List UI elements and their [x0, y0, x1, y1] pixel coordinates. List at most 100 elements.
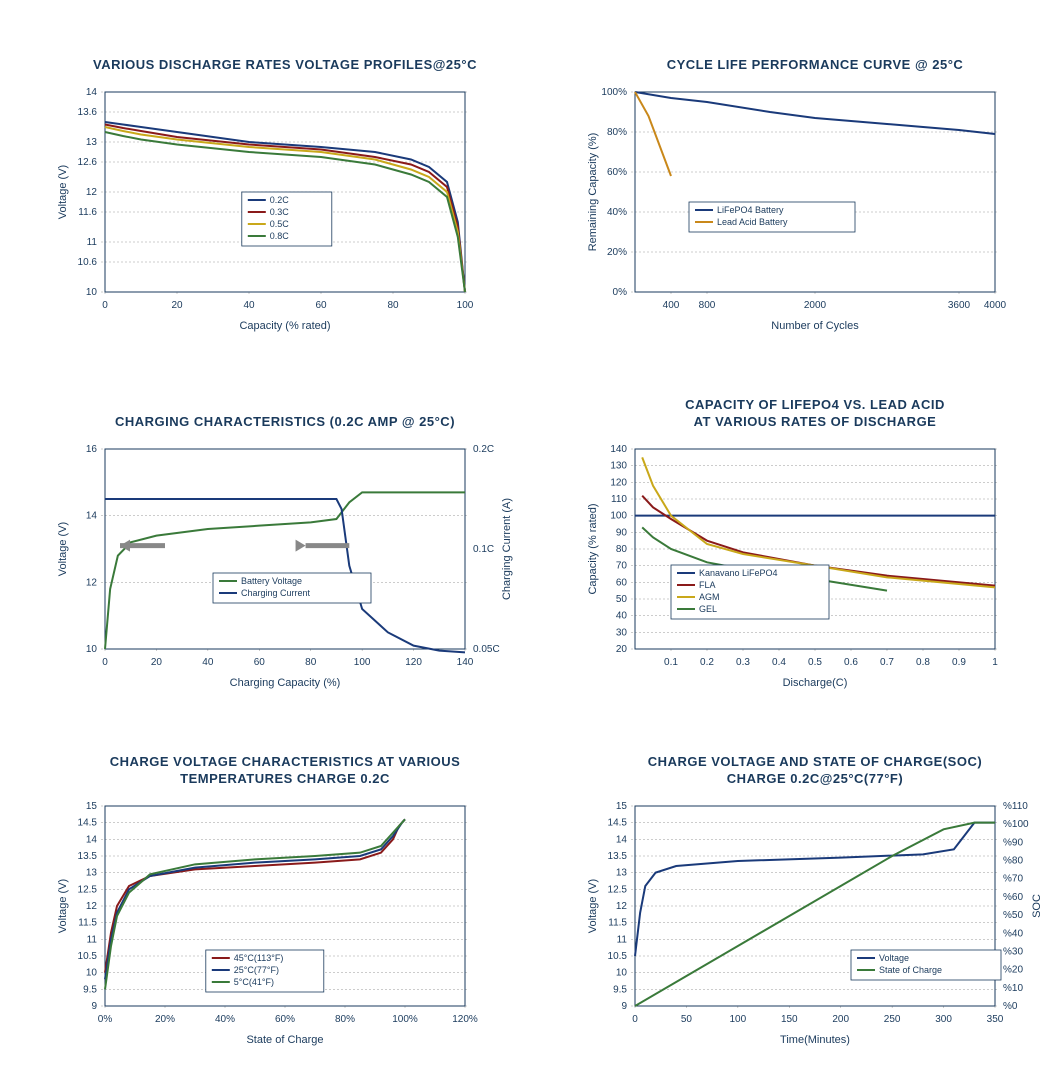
svg-text:Voltage: Voltage — [879, 953, 909, 963]
chart-svg: 10121416020406080100120140Charging Capac… — [50, 439, 520, 694]
svg-text:100%: 100% — [392, 1014, 418, 1025]
svg-text:3600: 3600 — [948, 300, 971, 311]
svg-text:800: 800 — [699, 300, 716, 311]
svg-text:150: 150 — [781, 1014, 798, 1025]
svg-text:40%: 40% — [607, 207, 627, 218]
chart-title: CHARGING CHARACTERISTICS (0.2C AMP @ 25°… — [115, 397, 455, 431]
svg-text:60: 60 — [616, 577, 628, 588]
svg-text:%60: %60 — [1003, 892, 1023, 903]
svg-text:13: 13 — [616, 868, 628, 879]
svg-text:12: 12 — [616, 901, 628, 912]
svg-text:12.5: 12.5 — [608, 884, 628, 895]
svg-text:11: 11 — [87, 237, 98, 248]
svg-text:16: 16 — [86, 444, 98, 455]
svg-text:13.6: 13.6 — [78, 107, 98, 118]
svg-text:0.3C: 0.3C — [270, 207, 290, 217]
svg-text:Capacity (% rated): Capacity (% rated) — [587, 503, 599, 594]
svg-text:14.5: 14.5 — [78, 818, 98, 829]
svg-text:0.1C: 0.1C — [473, 544, 494, 555]
svg-text:0.5: 0.5 — [808, 657, 822, 668]
svg-text:100: 100 — [730, 1014, 747, 1025]
svg-text:0.5C: 0.5C — [270, 219, 290, 229]
svg-text:60: 60 — [315, 300, 327, 311]
svg-text:400: 400 — [663, 300, 680, 311]
svg-text:%110: %110 — [1003, 801, 1028, 812]
svg-text:%50: %50 — [1003, 910, 1023, 921]
svg-text:Battery Voltage: Battery Voltage — [241, 576, 302, 586]
chart-capacity-vs: CAPACITY OF LIFEPO4 VS. LEAD ACIDAT VARI… — [580, 397, 1050, 694]
svg-text:0.7: 0.7 — [880, 657, 894, 668]
svg-text:9.5: 9.5 — [613, 984, 627, 995]
svg-text:SOC: SOC — [1031, 894, 1043, 918]
svg-text:15: 15 — [616, 801, 628, 812]
svg-text:14: 14 — [616, 834, 628, 845]
svg-text:Voltage (V): Voltage (V) — [57, 879, 69, 933]
svg-text:10: 10 — [616, 968, 628, 979]
svg-text:25°C(77°F): 25°C(77°F) — [234, 965, 279, 975]
chart-soc: CHARGE VOLTAGE AND STATE OF CHARGE(SOC)C… — [580, 754, 1050, 1051]
svg-text:%80: %80 — [1003, 856, 1023, 867]
svg-text:50: 50 — [681, 1014, 693, 1025]
svg-text:20%: 20% — [607, 247, 627, 258]
svg-text:120: 120 — [610, 477, 627, 488]
svg-text:9: 9 — [621, 1001, 627, 1012]
svg-text:130: 130 — [610, 461, 627, 472]
svg-text:10.5: 10.5 — [78, 951, 98, 962]
svg-text:Charging Current (A): Charging Current (A) — [501, 498, 513, 600]
svg-text:12.5: 12.5 — [78, 884, 98, 895]
svg-text:13.5: 13.5 — [78, 851, 98, 862]
svg-text:13: 13 — [86, 137, 98, 148]
svg-text:11.5: 11.5 — [78, 918, 97, 929]
svg-text:0%: 0% — [98, 1014, 113, 1025]
chart-discharge: VARIOUS DISCHARGE RATES VOLTAGE PROFILES… — [50, 40, 520, 337]
svg-text:80: 80 — [305, 657, 317, 668]
svg-text:0.1: 0.1 — [664, 657, 678, 668]
svg-text:%30: %30 — [1003, 946, 1023, 957]
chart-title: CAPACITY OF LIFEPO4 VS. LEAD ACIDAT VARI… — [685, 397, 945, 431]
svg-text:100: 100 — [610, 511, 627, 522]
svg-text:60: 60 — [254, 657, 266, 668]
svg-text:4000: 4000 — [984, 300, 1007, 311]
svg-text:10: 10 — [86, 287, 98, 298]
svg-text:0.3: 0.3 — [736, 657, 750, 668]
chart-cycle: CYCLE LIFE PERFORMANCE CURVE @ 25°C 0%20… — [580, 40, 1050, 337]
svg-text:0.4: 0.4 — [772, 657, 786, 668]
svg-text:0.05C: 0.05C — [473, 644, 500, 655]
svg-text:LiFePO4 Battery: LiFePO4 Battery — [717, 205, 784, 215]
svg-text:%20: %20 — [1003, 965, 1023, 976]
svg-text:14: 14 — [86, 834, 98, 845]
svg-text:13.5: 13.5 — [608, 851, 628, 862]
chart-svg: 99.51010.51111.51212.51313.51414.5150501… — [580, 796, 1050, 1051]
svg-text:20: 20 — [151, 657, 163, 668]
svg-text:Time(Minutes): Time(Minutes) — [780, 1034, 850, 1046]
svg-text:Number of Cycles: Number of Cycles — [771, 320, 859, 332]
chart-charge-temp: CHARGE VOLTAGE CHARACTERISTICS AT VARIOU… — [50, 754, 520, 1051]
svg-text:11: 11 — [87, 934, 98, 945]
chart-grid: VARIOUS DISCHARGE RATES VOLTAGE PROFILES… — [50, 40, 1010, 1050]
svg-text:1: 1 — [992, 657, 998, 668]
svg-text:12: 12 — [86, 187, 98, 198]
svg-text:0.2: 0.2 — [700, 657, 714, 668]
svg-text:11.6: 11.6 — [78, 207, 97, 218]
svg-text:2000: 2000 — [804, 300, 827, 311]
svg-text:40: 40 — [616, 611, 628, 622]
svg-text:200: 200 — [832, 1014, 849, 1025]
svg-text:5°C(41°F): 5°C(41°F) — [234, 977, 274, 987]
svg-text:90: 90 — [616, 527, 628, 538]
svg-text:Kanavano LiFePO4: Kanavano LiFePO4 — [699, 568, 778, 578]
svg-text:12.6: 12.6 — [78, 157, 98, 168]
chart-title: CHARGE VOLTAGE CHARACTERISTICS AT VARIOU… — [110, 754, 461, 788]
svg-text:0.2C: 0.2C — [473, 444, 494, 455]
svg-text:Charging Capacity (%): Charging Capacity (%) — [230, 677, 341, 689]
chart-svg: 1010.61111.61212.61313.614020406080100Ca… — [50, 82, 520, 337]
svg-text:80%: 80% — [335, 1014, 355, 1025]
svg-text:0.6: 0.6 — [844, 657, 858, 668]
svg-text:30: 30 — [616, 627, 628, 638]
svg-text:0.8: 0.8 — [916, 657, 930, 668]
svg-text:13: 13 — [86, 868, 98, 879]
svg-text:Remaining Capacity (%): Remaining Capacity (%) — [587, 133, 599, 252]
svg-text:10: 10 — [86, 968, 98, 979]
svg-text:50: 50 — [616, 594, 628, 605]
svg-text:State of Charge: State of Charge — [879, 965, 942, 975]
svg-text:Voltage (V): Voltage (V) — [57, 165, 69, 219]
